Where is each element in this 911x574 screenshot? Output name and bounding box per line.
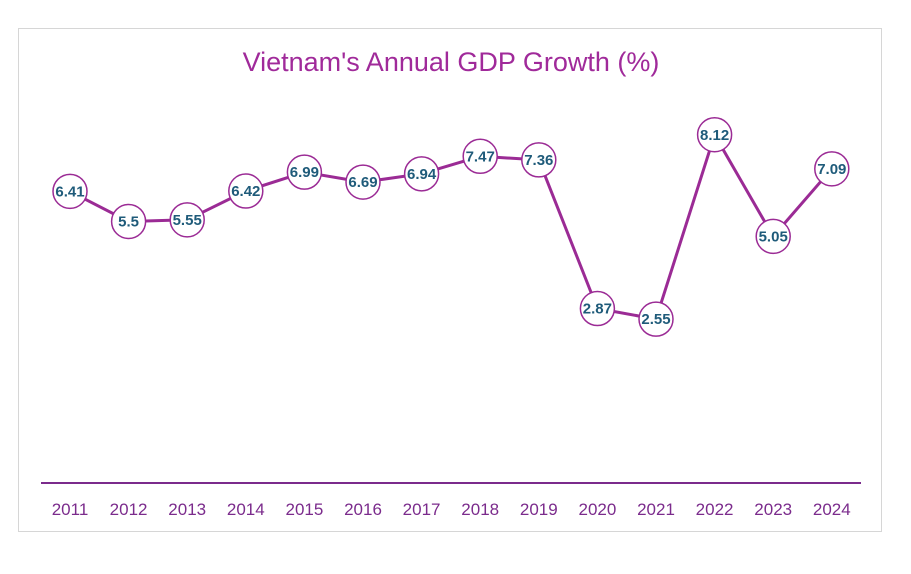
data-point bbox=[403, 156, 440, 192]
data-label: 5.55 bbox=[173, 212, 202, 229]
data-point bbox=[169, 202, 205, 238]
x-tick-label: 2013 bbox=[168, 500, 206, 519]
data-label: 8.12 bbox=[700, 127, 729, 144]
data-label: 6.41 bbox=[55, 183, 84, 200]
line-chart: Vietnam's Annual GDP Growth (%) 6.415.5 5… bbox=[41, 47, 861, 519]
data-point bbox=[521, 142, 557, 178]
data-label: 6.42 bbox=[231, 183, 260, 200]
x-tick-labels: 2011 2012 2013 2014 2015 2016 2017 2018 2019 2020… bbox=[52, 500, 851, 519]
data-label: 5.5 bbox=[118, 213, 139, 230]
x-tick-label: 2014 bbox=[227, 500, 265, 519]
data-label: 7.36 bbox=[524, 152, 553, 169]
data-label: 6.94 bbox=[407, 166, 437, 183]
data-point bbox=[638, 301, 674, 337]
data-point bbox=[755, 218, 791, 255]
x-tick-label: 2018 bbox=[461, 500, 499, 519]
data-point bbox=[52, 173, 88, 210]
x-tick-label: 2024 bbox=[813, 500, 851, 519]
x-tick-label: 2012 bbox=[110, 500, 148, 519]
x-tick-label: 2015 bbox=[285, 500, 323, 519]
data-point bbox=[110, 203, 147, 240]
data-point bbox=[345, 164, 381, 200]
x-tick-label: 2020 bbox=[578, 500, 616, 519]
data-label: 2.87 bbox=[583, 301, 612, 318]
data-label: 7.47 bbox=[466, 148, 495, 165]
x-tick-label: 2019 bbox=[520, 500, 558, 519]
data-label: 6.99 bbox=[290, 164, 319, 181]
data-label: 5.05 bbox=[759, 228, 788, 245]
data-label: 6.69 bbox=[348, 174, 377, 191]
data-label: 7.09 bbox=[817, 161, 846, 178]
x-tick-label: 2011 bbox=[52, 500, 89, 519]
series-layer: 6.41 5.5 5.55 6.42 6.99 6.69 6.94 7.47 7.36 2.87 2… bbox=[52, 117, 850, 337]
data-point bbox=[462, 138, 498, 175]
data-point bbox=[696, 117, 733, 153]
chart-title: Vietnam's Annual GDP Growth (%) bbox=[243, 47, 660, 77]
data-point bbox=[286, 154, 323, 190]
x-tick-label: 2022 bbox=[696, 500, 734, 519]
data-label: 2.55 bbox=[641, 311, 670, 328]
x-tick-label: 2016 bbox=[344, 500, 382, 519]
x-tick-label: 2021 bbox=[637, 500, 675, 519]
data-point bbox=[579, 290, 616, 327]
data-point bbox=[814, 151, 850, 187]
x-tick-label: 2017 bbox=[403, 500, 441, 519]
x-tick-label: 2023 bbox=[754, 500, 792, 519]
data-point bbox=[228, 173, 264, 209]
chart-frame: Vietnam's Annual GDP Growth (%) 6.41 5.5 5… bbox=[18, 28, 882, 532]
